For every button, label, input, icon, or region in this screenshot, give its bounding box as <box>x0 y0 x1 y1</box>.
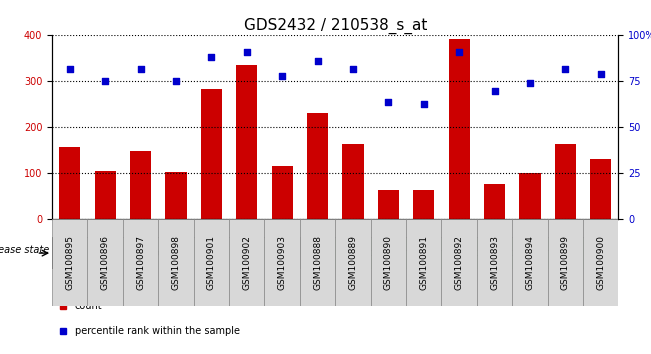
Text: GSM100888: GSM100888 <box>313 235 322 290</box>
FancyBboxPatch shape <box>264 219 300 306</box>
Text: count: count <box>75 301 102 310</box>
FancyBboxPatch shape <box>52 219 87 306</box>
Text: GSM100902: GSM100902 <box>242 235 251 290</box>
Text: GSM100895: GSM100895 <box>65 235 74 290</box>
Point <box>312 58 323 64</box>
Point <box>596 71 606 77</box>
Bar <box>59 147 81 219</box>
Text: GSM100903: GSM100903 <box>278 235 286 290</box>
FancyBboxPatch shape <box>229 219 264 306</box>
Text: GSM100891: GSM100891 <box>419 235 428 290</box>
Text: GSM100898: GSM100898 <box>171 235 180 290</box>
FancyBboxPatch shape <box>300 219 335 306</box>
Point <box>100 79 111 84</box>
Bar <box>449 39 470 219</box>
Bar <box>413 190 434 219</box>
Bar <box>307 113 328 219</box>
Point <box>242 49 252 55</box>
Text: GSM100889: GSM100889 <box>348 235 357 290</box>
FancyBboxPatch shape <box>441 219 477 306</box>
Bar <box>236 65 257 219</box>
Bar <box>165 172 187 219</box>
Point <box>525 80 535 86</box>
FancyBboxPatch shape <box>123 219 158 306</box>
Point <box>348 66 358 72</box>
Bar <box>590 159 611 219</box>
FancyBboxPatch shape <box>335 219 370 306</box>
Point <box>171 79 181 84</box>
FancyBboxPatch shape <box>512 219 547 306</box>
Point <box>419 101 429 106</box>
Bar <box>519 173 540 219</box>
Point <box>560 66 570 72</box>
FancyBboxPatch shape <box>406 219 441 306</box>
FancyBboxPatch shape <box>87 219 123 306</box>
Bar <box>130 152 151 219</box>
FancyBboxPatch shape <box>547 219 583 306</box>
Text: GSM100893: GSM100893 <box>490 235 499 290</box>
Text: GSM100901: GSM100901 <box>207 235 216 290</box>
Text: percentile rank within the sample: percentile rank within the sample <box>75 326 240 336</box>
Point <box>206 55 217 60</box>
Text: control: control <box>157 248 195 258</box>
Point <box>64 66 75 72</box>
Point <box>135 66 146 72</box>
Text: GSM100900: GSM100900 <box>596 235 605 290</box>
FancyBboxPatch shape <box>370 219 406 306</box>
Text: GSM100896: GSM100896 <box>101 235 109 290</box>
Text: pituitary adenoma predisposition: pituitary adenoma predisposition <box>367 248 551 258</box>
Title: GDS2432 / 210538_s_at: GDS2432 / 210538_s_at <box>243 18 427 34</box>
Text: disease state: disease state <box>0 245 49 255</box>
FancyBboxPatch shape <box>193 219 229 306</box>
Bar <box>555 144 576 219</box>
Bar <box>484 184 505 219</box>
Text: GSM100892: GSM100892 <box>454 235 464 290</box>
Text: GSM100890: GSM100890 <box>384 235 393 290</box>
Bar <box>201 89 222 219</box>
Bar <box>94 171 116 219</box>
Point <box>490 88 500 93</box>
FancyBboxPatch shape <box>300 237 618 269</box>
FancyBboxPatch shape <box>583 219 618 306</box>
Point <box>277 73 287 79</box>
Bar <box>342 143 363 219</box>
Bar <box>271 166 293 219</box>
Text: GSM100897: GSM100897 <box>136 235 145 290</box>
Text: GSM100894: GSM100894 <box>525 235 534 290</box>
Point <box>454 49 464 55</box>
FancyBboxPatch shape <box>52 237 300 269</box>
Text: GSM100899: GSM100899 <box>561 235 570 290</box>
Bar <box>378 190 399 219</box>
FancyBboxPatch shape <box>477 219 512 306</box>
Point <box>383 99 394 104</box>
FancyBboxPatch shape <box>158 219 193 306</box>
